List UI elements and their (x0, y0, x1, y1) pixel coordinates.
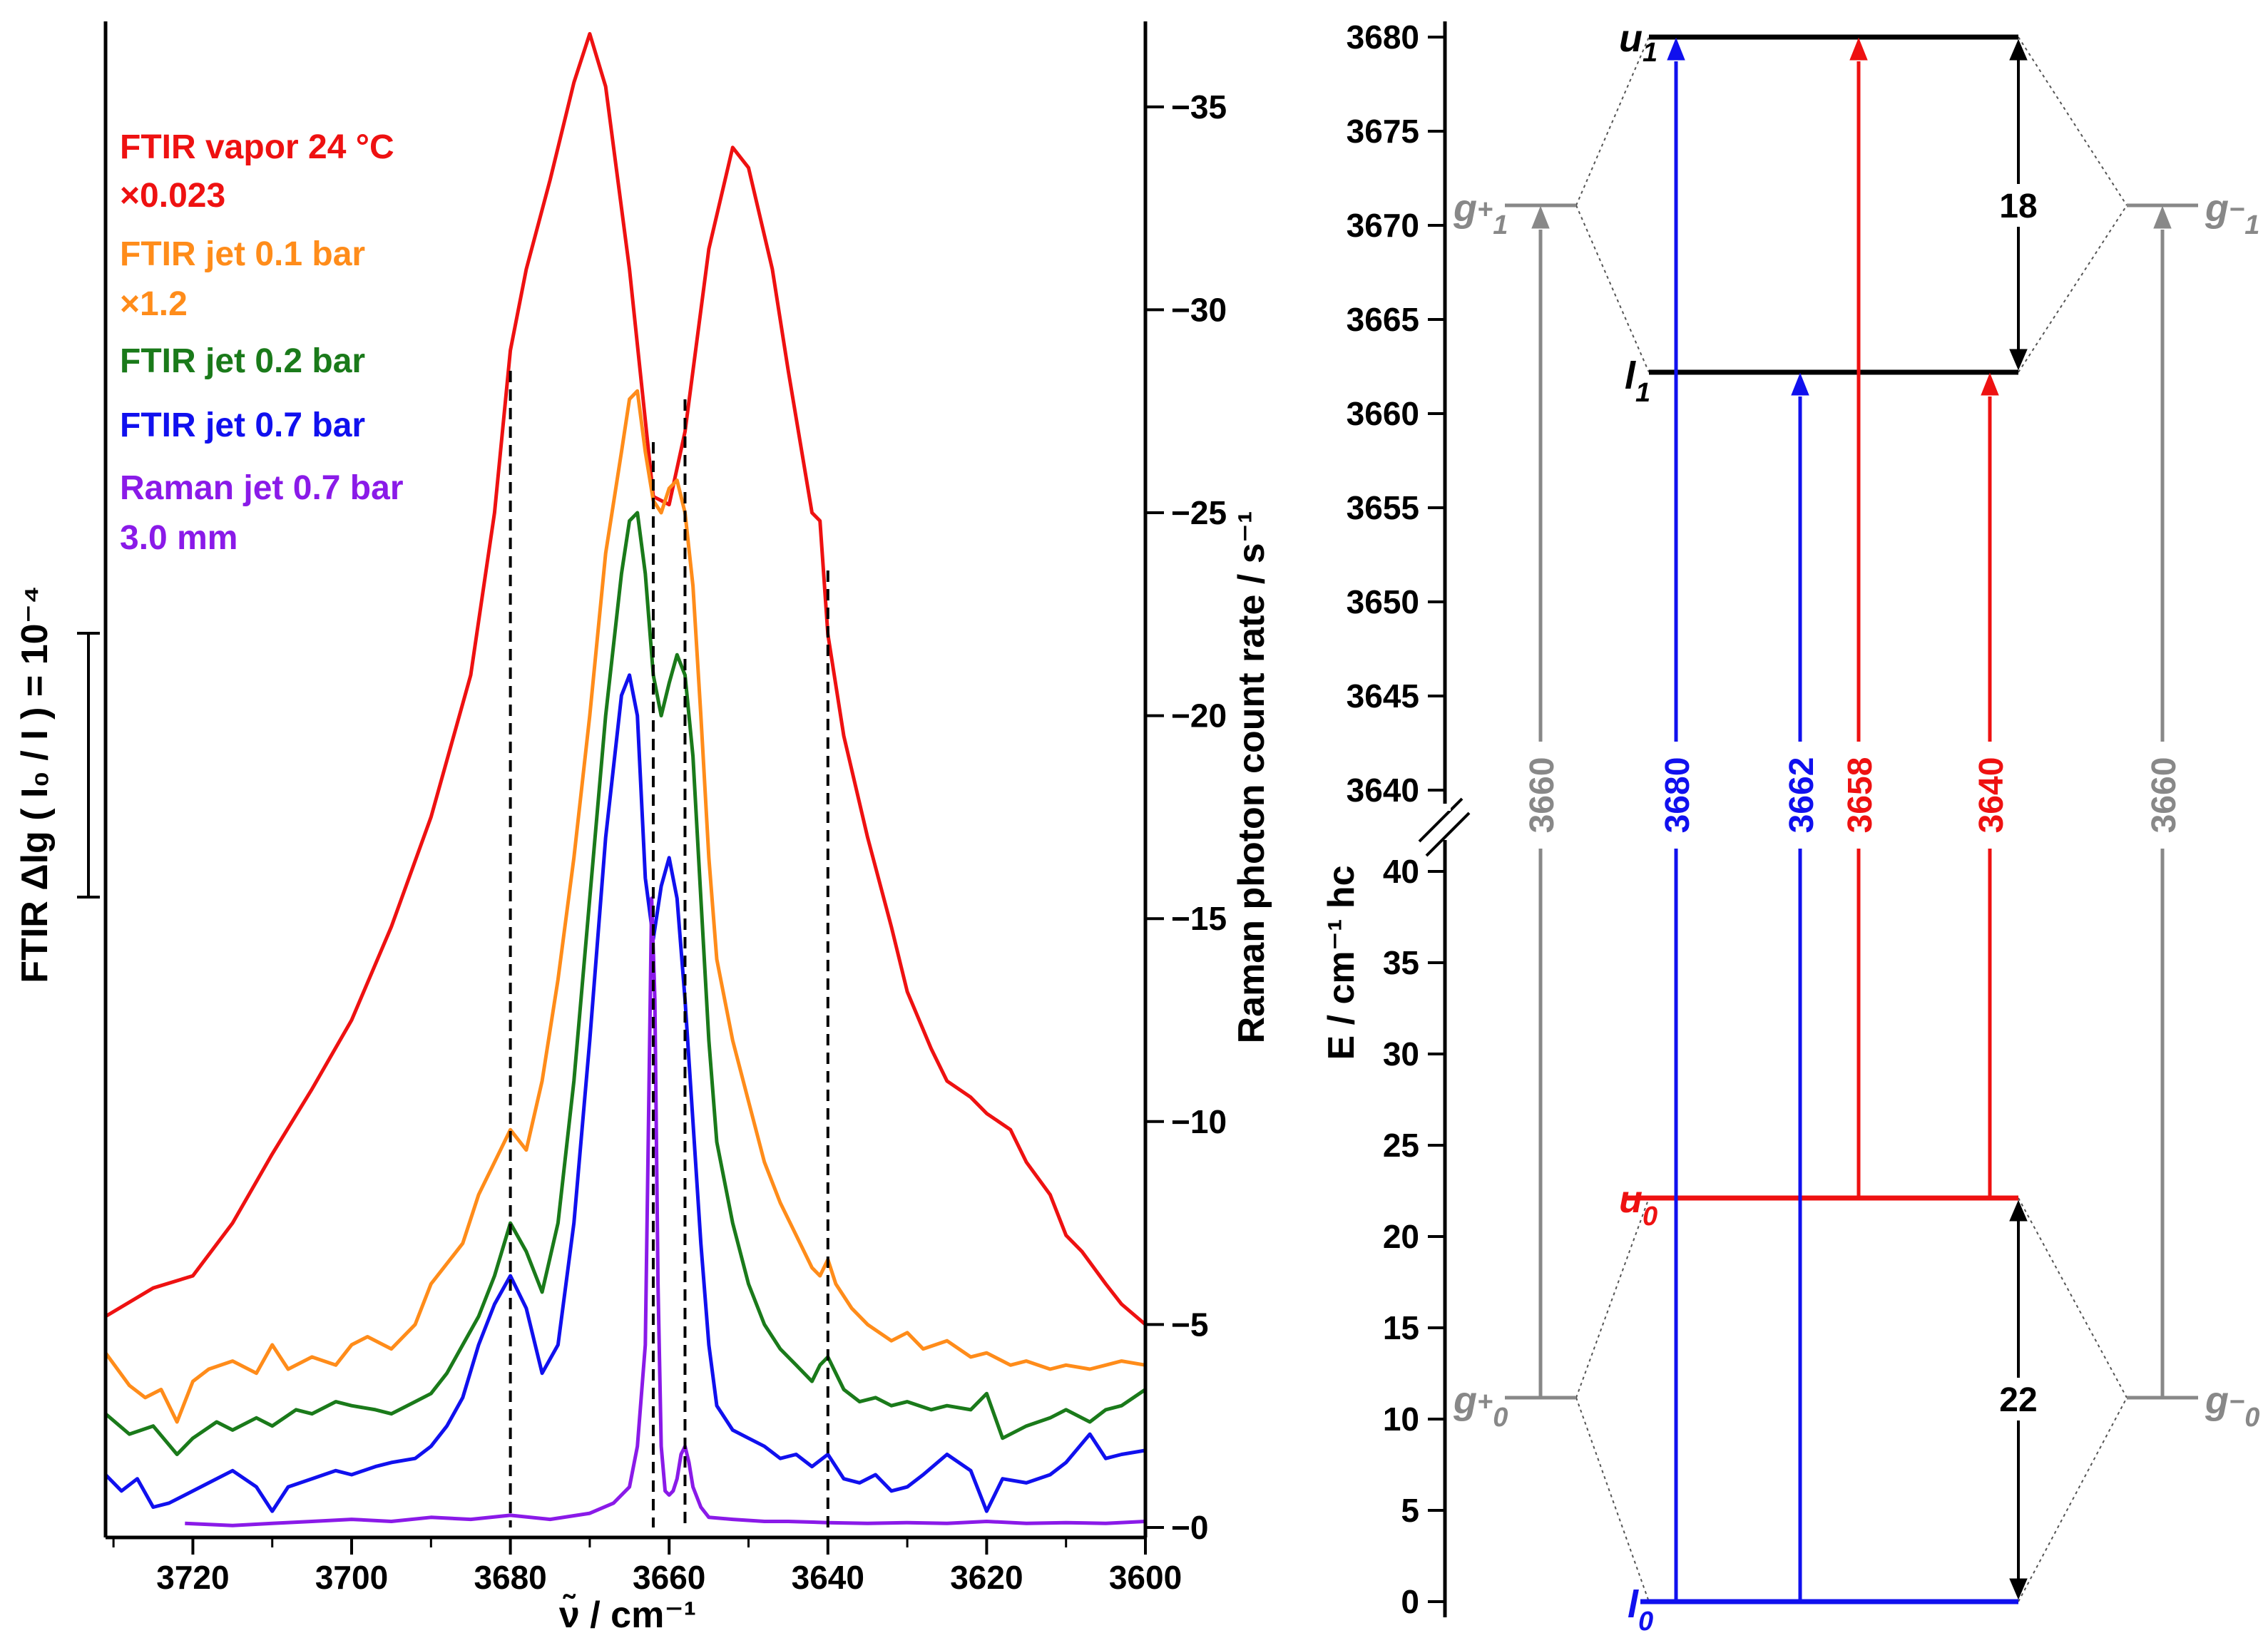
x-tick-label-3700: 3700 (315, 1559, 388, 1596)
legend-jet-07: FTIR jet 0.7 bar (120, 406, 365, 444)
legend-vapor: FTIR vapor 24 °C (120, 128, 394, 166)
energy-level-diagram: 3640 3645 3650 3655 3660 3665 3670 3675 3680 0 5 10… (1321, 17, 2259, 1637)
legend-jet-02: FTIR jet 0.2 bar (120, 342, 365, 380)
energy-tick-label-3655: 3655 (1347, 489, 1419, 526)
label-g-plus-1: g+1 (1453, 187, 1508, 240)
energy-tick-label-20: 20 (1383, 1218, 1419, 1255)
series-line-0 (104, 31, 1147, 1326)
x-tick-label-3680: 3680 (474, 1559, 546, 1596)
energy-tick-label-30: 30 (1383, 1035, 1419, 1073)
energy-tick-label-3665: 3665 (1347, 301, 1419, 338)
energy-tick-label-35: 35 (1383, 944, 1419, 981)
energy-tick-label-15: 15 (1383, 1309, 1419, 1346)
legend-jet-01: FTIR jet 0.1 bar (120, 235, 365, 273)
label-3660-left: 3660 (1523, 757, 1561, 834)
energy-tick-label-3675: 3675 (1347, 113, 1419, 150)
series-line-4 (185, 896, 1146, 1527)
energy-tick-label-3650: 3650 (1347, 583, 1419, 620)
energy-tick-label-3640: 3640 (1347, 772, 1419, 809)
y-tick-label-10: −10 (1171, 1103, 1227, 1140)
label-g-minus-1: g−1 (2205, 187, 2259, 240)
y-tick-label-30: −30 (1171, 291, 1227, 328)
y-tick-label-0: −0 (1171, 1509, 1208, 1546)
energy-tick-label-0: 0 (1401, 1583, 1419, 1620)
energy-tick-group: 3640 3645 3650 3655 3660 3665 3670 3675 3680 0 5 10… (1347, 19, 1445, 1620)
x-tick-group: 3720 3700 3680 3660 3640 3620 3600 (112, 1537, 1182, 1596)
energy-tick-label-25: 25 (1383, 1127, 1419, 1164)
x-tick-label-3720: 3720 (156, 1559, 229, 1596)
transition-l1-from-l0 (1791, 372, 1809, 1602)
legend-raman-detail: 3.0 mm (120, 519, 237, 557)
splitting-label-18: 18 (1999, 188, 2037, 225)
energy-tick-label-5: 5 (1401, 1492, 1419, 1529)
legend-vapor-scale: ×0.023 (120, 177, 225, 215)
energy-tick-label-3660: 3660 (1347, 395, 1419, 432)
energy-axis-label: E / cm⁻¹ hc (1321, 865, 1362, 1060)
series-line-2 (104, 511, 1147, 1456)
legend-raman: Raman jet 0.7 bar (120, 469, 404, 507)
label-3658: 3658 (1842, 757, 1879, 834)
right-y-tick-group: −0 −5 −10 −15 −20 −25 −30 −35 (1145, 88, 1227, 1546)
correlation-lines (1575, 36, 2127, 1602)
spectrum-panel: 3720 3700 3680 3660 3640 3620 3600 −0−5−10−15−… (14, 21, 1272, 1636)
x-tick-label-3600: 3600 (1109, 1559, 1182, 1596)
splitting-label-22: 22 (1999, 1381, 2037, 1419)
left-y-axis-label: FTIR Δlg ( I₀ / I ) = 10⁻⁴ (14, 585, 56, 983)
energy-tick-label-3680: 3680 (1347, 19, 1419, 56)
label-3640: 3640 (1973, 757, 2011, 834)
y-tick-label-5: −5 (1171, 1306, 1208, 1343)
energy-tick-label-3645: 3645 (1347, 677, 1419, 715)
legend: FTIR vapor 24 °C ×0.023 FTIR jet 0.1 bar… (120, 128, 404, 557)
intensity-scale-bar (77, 632, 100, 899)
label-3680: 3680 (1659, 757, 1697, 834)
transition-labels: 3660 3680 3662 3658 3640 3660 (1521, 742, 2183, 849)
label-u1: u1 (1619, 17, 1657, 68)
label-l0: l0 (1628, 1583, 1653, 1637)
dashed-marker-lines (509, 371, 829, 1527)
legend-jet-01-scale: ×1.2 (120, 285, 188, 323)
label-g-minus-0: g−0 (2205, 1379, 2259, 1433)
x-tick-label-3640: 3640 (792, 1559, 864, 1596)
y-tick-label-35: −35 (1171, 88, 1227, 126)
transition-u1-from-u0 (1849, 37, 1868, 1198)
label-l1: l1 (1625, 354, 1650, 408)
y-tick-label-25: −25 (1171, 494, 1227, 531)
label-3662: 3662 (1783, 757, 1821, 834)
right-y-axis-label: Raman photon count rate / s⁻¹ (1231, 511, 1272, 1044)
series-line-3 (104, 673, 1146, 1513)
energy-tick-label-3670: 3670 (1347, 207, 1419, 244)
energy-tick-label-40: 40 (1383, 853, 1419, 890)
x-axis-label: ν̃ / cm⁻¹ (559, 1594, 696, 1636)
y-tick-label-15: −15 (1171, 900, 1227, 937)
axis-break-mark (1418, 797, 1471, 857)
energy-tick-label-10: 10 (1383, 1401, 1419, 1438)
spectra-series (103, 31, 1147, 1527)
x-tick-label-3660: 3660 (633, 1559, 705, 1596)
label-3660-right: 3660 (2145, 757, 2183, 834)
label-g-plus-0: g+0 (1453, 1379, 1508, 1433)
label-u0: u0 (1619, 1178, 1657, 1232)
y-tick-label-20: −20 (1171, 697, 1227, 735)
x-tick-label-3620: 3620 (950, 1559, 1023, 1596)
